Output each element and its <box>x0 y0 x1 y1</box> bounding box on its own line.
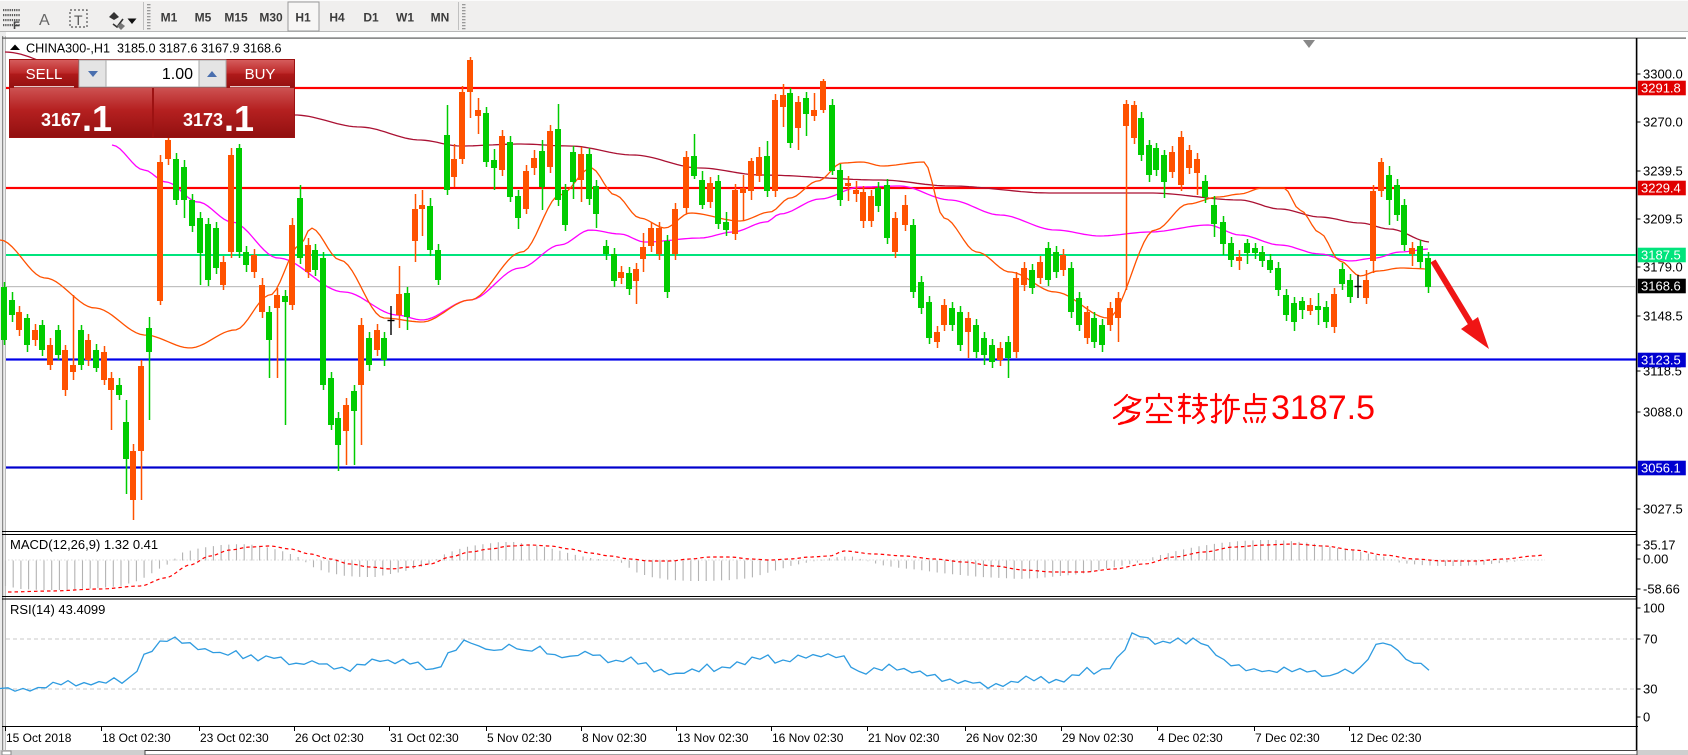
svg-text:16 Nov 02:30: 16 Nov 02:30 <box>772 731 844 745</box>
svg-text:8 Nov 02:30: 8 Nov 02:30 <box>582 731 647 745</box>
svg-text:70: 70 <box>1643 632 1657 647</box>
svg-text:0.00: 0.00 <box>1643 552 1668 567</box>
svg-text:3088.0: 3088.0 <box>1643 405 1683 420</box>
svg-text:26 Oct 02:30: 26 Oct 02:30 <box>295 731 364 745</box>
svg-text:7 Dec 02:30: 7 Dec 02:30 <box>1255 731 1320 745</box>
svg-text:RSI(14) 43.4099: RSI(14) 43.4099 <box>10 602 105 617</box>
svg-text:26 Nov 02:30: 26 Nov 02:30 <box>966 731 1038 745</box>
svg-text:3056.1: 3056.1 <box>1641 461 1681 476</box>
svg-text:3270.0: 3270.0 <box>1643 115 1683 130</box>
svg-text:A: A <box>39 12 50 29</box>
svg-text:1.00: 1.00 <box>162 66 193 83</box>
svg-text:.1: .1 <box>224 98 254 139</box>
svg-text:3209.5: 3209.5 <box>1643 212 1683 227</box>
svg-text:3123.5: 3123.5 <box>1641 353 1681 368</box>
svg-text:SELL: SELL <box>26 66 63 83</box>
svg-text:3148.5: 3148.5 <box>1643 309 1683 324</box>
svg-text:13 Nov 02:30: 13 Nov 02:30 <box>677 731 749 745</box>
svg-text:29 Nov 02:30: 29 Nov 02:30 <box>1062 731 1134 745</box>
svg-text:3291.8: 3291.8 <box>1641 81 1681 96</box>
svg-text:21 Nov 02:30: 21 Nov 02:30 <box>868 731 940 745</box>
svg-text:M30: M30 <box>259 11 283 25</box>
svg-text:100: 100 <box>1643 601 1665 616</box>
svg-text:4 Dec 02:30: 4 Dec 02:30 <box>1158 731 1223 745</box>
svg-text:12 Dec 02:30: 12 Dec 02:30 <box>1350 731 1422 745</box>
svg-text:31 Oct 02:30: 31 Oct 02:30 <box>390 731 459 745</box>
svg-text:15 Oct 2018: 15 Oct 2018 <box>6 731 72 745</box>
svg-text:3239.5: 3239.5 <box>1643 164 1683 179</box>
svg-text:0: 0 <box>1643 710 1650 725</box>
svg-text:M1: M1 <box>161 11 178 25</box>
svg-text:3179.0: 3179.0 <box>1643 260 1683 275</box>
svg-text:23 Oct 02:30: 23 Oct 02:30 <box>200 731 269 745</box>
svg-text:H4: H4 <box>329 11 345 25</box>
svg-text:5 Nov 02:30: 5 Nov 02:30 <box>487 731 552 745</box>
svg-text:BUY: BUY <box>245 66 276 83</box>
svg-text:3187.5: 3187.5 <box>1271 389 1375 427</box>
svg-text:-58.66: -58.66 <box>1643 582 1680 597</box>
svg-text:3187.5: 3187.5 <box>1641 248 1681 263</box>
svg-text:30: 30 <box>1643 682 1657 697</box>
svg-text:3300.0: 3300.0 <box>1643 67 1683 82</box>
svg-text:3168.6: 3168.6 <box>1641 279 1681 294</box>
svg-text:F: F <box>13 20 20 32</box>
svg-text:D1: D1 <box>363 11 379 25</box>
svg-text:18 Oct 02:30: 18 Oct 02:30 <box>102 731 171 745</box>
svg-text:M5: M5 <box>195 11 212 25</box>
svg-text:MACD(12,26,9) 1.32 0.41: MACD(12,26,9) 1.32 0.41 <box>10 537 158 552</box>
svg-text:3173: 3173 <box>183 110 223 130</box>
svg-text:M15: M15 <box>224 11 248 25</box>
svg-text:MN: MN <box>431 11 450 25</box>
svg-text:35.17: 35.17 <box>1643 538 1676 553</box>
svg-text:H1: H1 <box>295 11 311 25</box>
svg-text:3027.5: 3027.5 <box>1643 502 1683 517</box>
svg-text:3229.4: 3229.4 <box>1641 181 1681 196</box>
svg-text:.1: .1 <box>82 98 112 139</box>
svg-text:CHINA300-,H1 3185.0 3187.6 31: CHINA300-,H1 3185.0 3187.6 3167.9 3168.6 <box>26 42 282 56</box>
svg-text:T: T <box>74 12 83 28</box>
svg-text:W1: W1 <box>396 11 414 25</box>
svg-text:3167: 3167 <box>41 110 81 130</box>
